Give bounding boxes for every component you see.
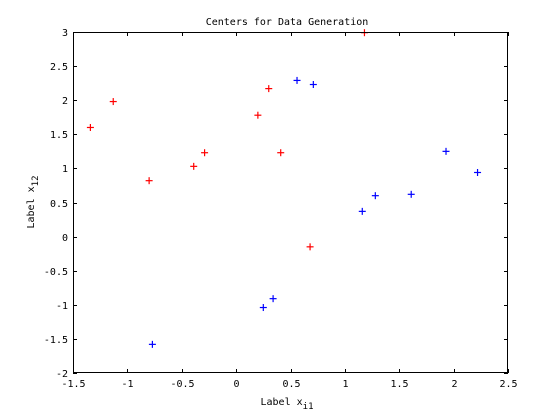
data-point-series-1 (190, 162, 198, 170)
y-tick-label: 0 (62, 233, 68, 244)
y-axis-label-subscript: 12 (31, 176, 41, 187)
y-tick-label: 1 (62, 164, 68, 175)
y-tick-label: 2 (62, 96, 68, 107)
data-point-series-1 (277, 149, 285, 157)
data-point-series-1 (145, 177, 153, 185)
y-tick-label: 3 (62, 28, 68, 39)
chart-title: Centers for Data Generation (206, 17, 369, 28)
plot-marks (86, 29, 482, 348)
data-point-series-2 (269, 295, 277, 303)
x-tick-label: -1.5 (61, 379, 85, 390)
x-tick-label: 0.5 (282, 379, 300, 390)
axes: -1.5 -1 -0.5 0 0.5 1 1.5 2 2.5-2-1.5-1-0.500.511… (44, 28, 518, 390)
plot-frame (73, 32, 508, 373)
data-point-series-1 (109, 98, 117, 106)
x-tick-label: 1.5 (390, 379, 408, 390)
y-tick-label: 1.5 (50, 130, 68, 141)
x-tick-label: -0.5 (170, 379, 194, 390)
data-point-series-1 (306, 243, 314, 251)
y-axis-label-main: Label x (26, 186, 37, 228)
data-point-series-1 (201, 149, 209, 157)
y-tick-label: -2 (56, 369, 68, 380)
data-point-series-2 (474, 168, 482, 176)
data-point-series-1 (265, 85, 273, 93)
x-tick-label: 2 (451, 379, 457, 390)
data-point-series-1 (254, 111, 262, 119)
data-point-series-2 (442, 147, 450, 155)
x-tick-label: -1 (121, 379, 133, 390)
y-tick-label: 2.5 (50, 62, 68, 73)
x-tick-label: 1 (342, 379, 348, 390)
x-axis-label-main: Label x (261, 397, 303, 408)
data-point-series-2 (407, 190, 415, 198)
data-point-series-2 (371, 192, 379, 200)
data-point-series-2 (358, 207, 366, 215)
data-point-series-2 (309, 81, 317, 89)
y-tick-label: -1.5 (44, 335, 68, 346)
y-tick-label: -0.5 (44, 267, 68, 278)
y-tick-label: 0.5 (50, 199, 68, 210)
x-tick-label: 0 (233, 379, 239, 390)
data-point-series-2 (259, 304, 267, 312)
x-axis-label: Label xi1 (261, 397, 314, 412)
data-point-series-2 (293, 76, 301, 84)
data-point-series-2 (148, 340, 156, 348)
x-tick-label: 2.5 (499, 379, 517, 390)
y-tick-label: -1 (56, 301, 68, 312)
x-axis-label-subscript: i1 (303, 402, 314, 412)
data-point-series-1 (86, 123, 94, 131)
y-axis-label: Label x12 (26, 176, 41, 229)
